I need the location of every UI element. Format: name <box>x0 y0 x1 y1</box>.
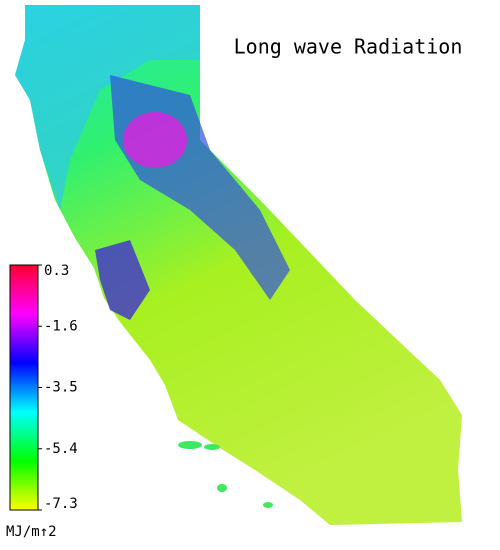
colorbar-unit: MJ/m↑2 <box>6 524 57 540</box>
colorbar-tick-label: -1.6 <box>44 318 78 334</box>
bay-region <box>95 240 150 320</box>
high-region <box>123 112 187 168</box>
map-title: Long wave Radiation <box>234 35 463 59</box>
colorbar <box>9 264 39 511</box>
colorbar-tick-label: -7.3 <box>44 496 78 512</box>
islands <box>178 441 273 508</box>
coast-band <box>15 5 200 210</box>
colorbar-tick-label: -5.4 <box>44 441 78 457</box>
colorbar-tick-label: 0.3 <box>44 263 69 279</box>
colorbar-tick-label: -3.5 <box>44 380 78 396</box>
